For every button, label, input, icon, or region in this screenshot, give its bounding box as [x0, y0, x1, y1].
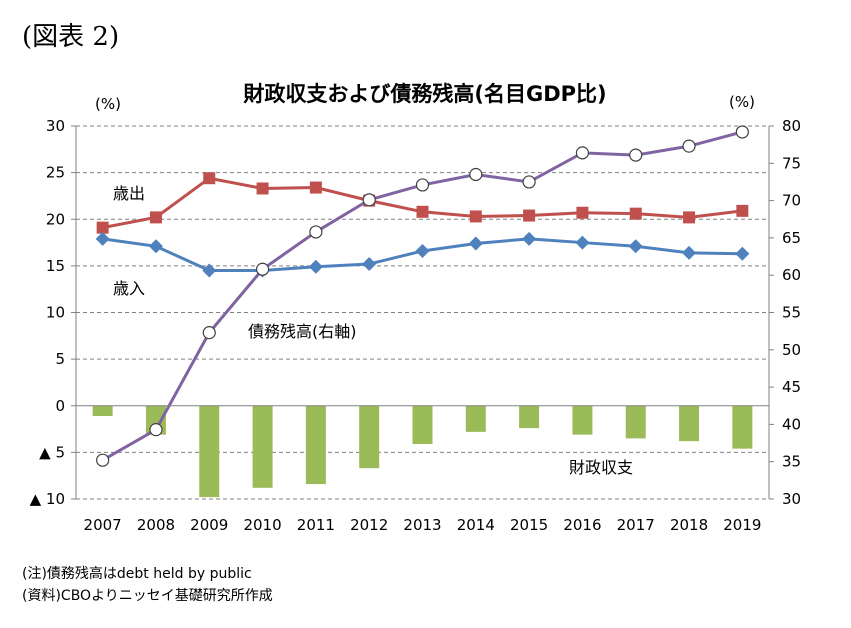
right-tick-label: 45: [782, 378, 801, 396]
left-tick-label: 25: [46, 164, 65, 182]
marker-square: [256, 182, 269, 195]
series-label: 債務残高(右軸): [248, 322, 357, 341]
right-tick-label: 55: [782, 304, 801, 322]
marker-circle: [149, 423, 163, 437]
balance-bar: [679, 405, 700, 442]
marker-circle: [362, 193, 376, 207]
x-tick-label: 2010: [243, 516, 281, 534]
marker-diamond: [735, 246, 750, 261]
notes: (注)債務残高はdebt held by public (資料)CBOよりニッセ…: [22, 563, 273, 607]
marker-circle: [522, 175, 536, 189]
balance-bar: [732, 405, 753, 449]
marker-square: [149, 211, 162, 224]
x-tick-label: 2009: [190, 516, 228, 534]
x-tick-label: 2012: [350, 516, 388, 534]
right-tick-label: 75: [782, 154, 801, 172]
left-tick-label: 0: [55, 397, 65, 415]
left-tick-label: 10: [46, 304, 65, 322]
balance-bar: [465, 405, 486, 432]
chart: 財政収支および債務残高(名目GDP比) (%) (%) 302520151050…: [30, 82, 801, 534]
marker-circle: [255, 262, 270, 276]
left-tick-label: 15: [46, 257, 65, 275]
marker-circle: [96, 453, 110, 467]
x-tick-label: 2014: [457, 516, 495, 534]
right-tick-label: 70: [782, 192, 801, 210]
marker-circle: [682, 139, 696, 153]
marker-diamond: [148, 239, 163, 254]
marker-square: [576, 206, 589, 219]
marker-diamond: [415, 243, 430, 258]
marker-circle: [469, 167, 483, 182]
marker-circle: [735, 125, 749, 139]
balance-bar: [252, 405, 273, 488]
left-tick-label: ▲ 5: [39, 443, 65, 461]
marker-circle: [629, 148, 643, 162]
x-tick-label: 2013: [403, 516, 441, 534]
marker-square: [96, 221, 109, 234]
balance-bar: [92, 405, 113, 417]
balance-bars: [92, 405, 753, 498]
balance-bar: [305, 405, 326, 485]
marker-circle: [309, 225, 323, 239]
balance-bar: [412, 405, 433, 444]
marker-square: [683, 211, 696, 224]
left-tick-label: 20: [46, 210, 65, 228]
marker-circle: [575, 146, 590, 160]
marker-square: [203, 172, 216, 185]
right-axis-unit: (%): [729, 93, 755, 111]
marker-circle: [202, 326, 216, 340]
source-text: (資料)CBOよりニッセイ基礎研究所作成: [22, 588, 273, 604]
right-tick-label: 40: [782, 415, 801, 433]
grid: [76, 125, 769, 500]
x-tick-label: 2007: [84, 516, 122, 534]
balance-bar: [572, 405, 593, 435]
left-tick-label: ▲ 10: [30, 490, 65, 508]
right-tick-label: 65: [782, 229, 801, 247]
right-tick-label: 80: [782, 117, 801, 135]
x-tick-label: 2008: [137, 516, 175, 534]
marker-diamond: [308, 259, 323, 274]
x-tick-label: 2015: [510, 516, 548, 534]
balance-bar: [519, 405, 540, 429]
marker-diamond: [202, 263, 217, 278]
right-tick-label: 60: [782, 266, 801, 284]
figure-label: (図表 2): [22, 22, 120, 52]
left-axis-unit: (%): [95, 95, 121, 113]
marker-diamond: [468, 236, 483, 251]
marker-square: [523, 209, 536, 222]
balance-bar: [625, 405, 646, 439]
left-tick-label: 5: [55, 350, 65, 368]
marker-diamond: [682, 245, 697, 260]
marker-diamond: [362, 257, 377, 272]
series-label: 歳入: [113, 279, 145, 298]
series-label: 歳出: [113, 184, 145, 203]
balance-bar: [359, 405, 380, 469]
chart-title: 財政収支および債務残高(名目GDP比): [243, 82, 606, 106]
x-tick-label: 2017: [617, 516, 655, 534]
right-tick-label: 50: [782, 341, 801, 359]
note-text: (注)債務残高はdebt held by public: [22, 566, 252, 582]
marker-circle: [415, 178, 430, 192]
marker-diamond: [522, 231, 537, 246]
marker-diamond: [575, 235, 590, 250]
marker-square: [629, 207, 642, 220]
left-tick-label: 30: [46, 117, 65, 135]
x-tick-label: 2018: [670, 516, 708, 534]
balance-bar: [199, 405, 220, 498]
x-tick-label: 2011: [297, 516, 335, 534]
marker-square: [416, 205, 429, 218]
marker-diamond: [628, 239, 643, 254]
marker-square: [469, 210, 482, 223]
right-tick-label: 30: [782, 490, 801, 508]
marker-square: [309, 181, 322, 194]
marker-square: [736, 204, 749, 217]
x-tick-label: 2019: [723, 516, 761, 534]
right-tick-label: 35: [782, 453, 801, 471]
series-lines: [95, 125, 750, 467]
marker-diamond: [95, 231, 110, 246]
series-label: 財政収支: [569, 458, 633, 477]
x-tick-label: 2016: [563, 516, 601, 534]
